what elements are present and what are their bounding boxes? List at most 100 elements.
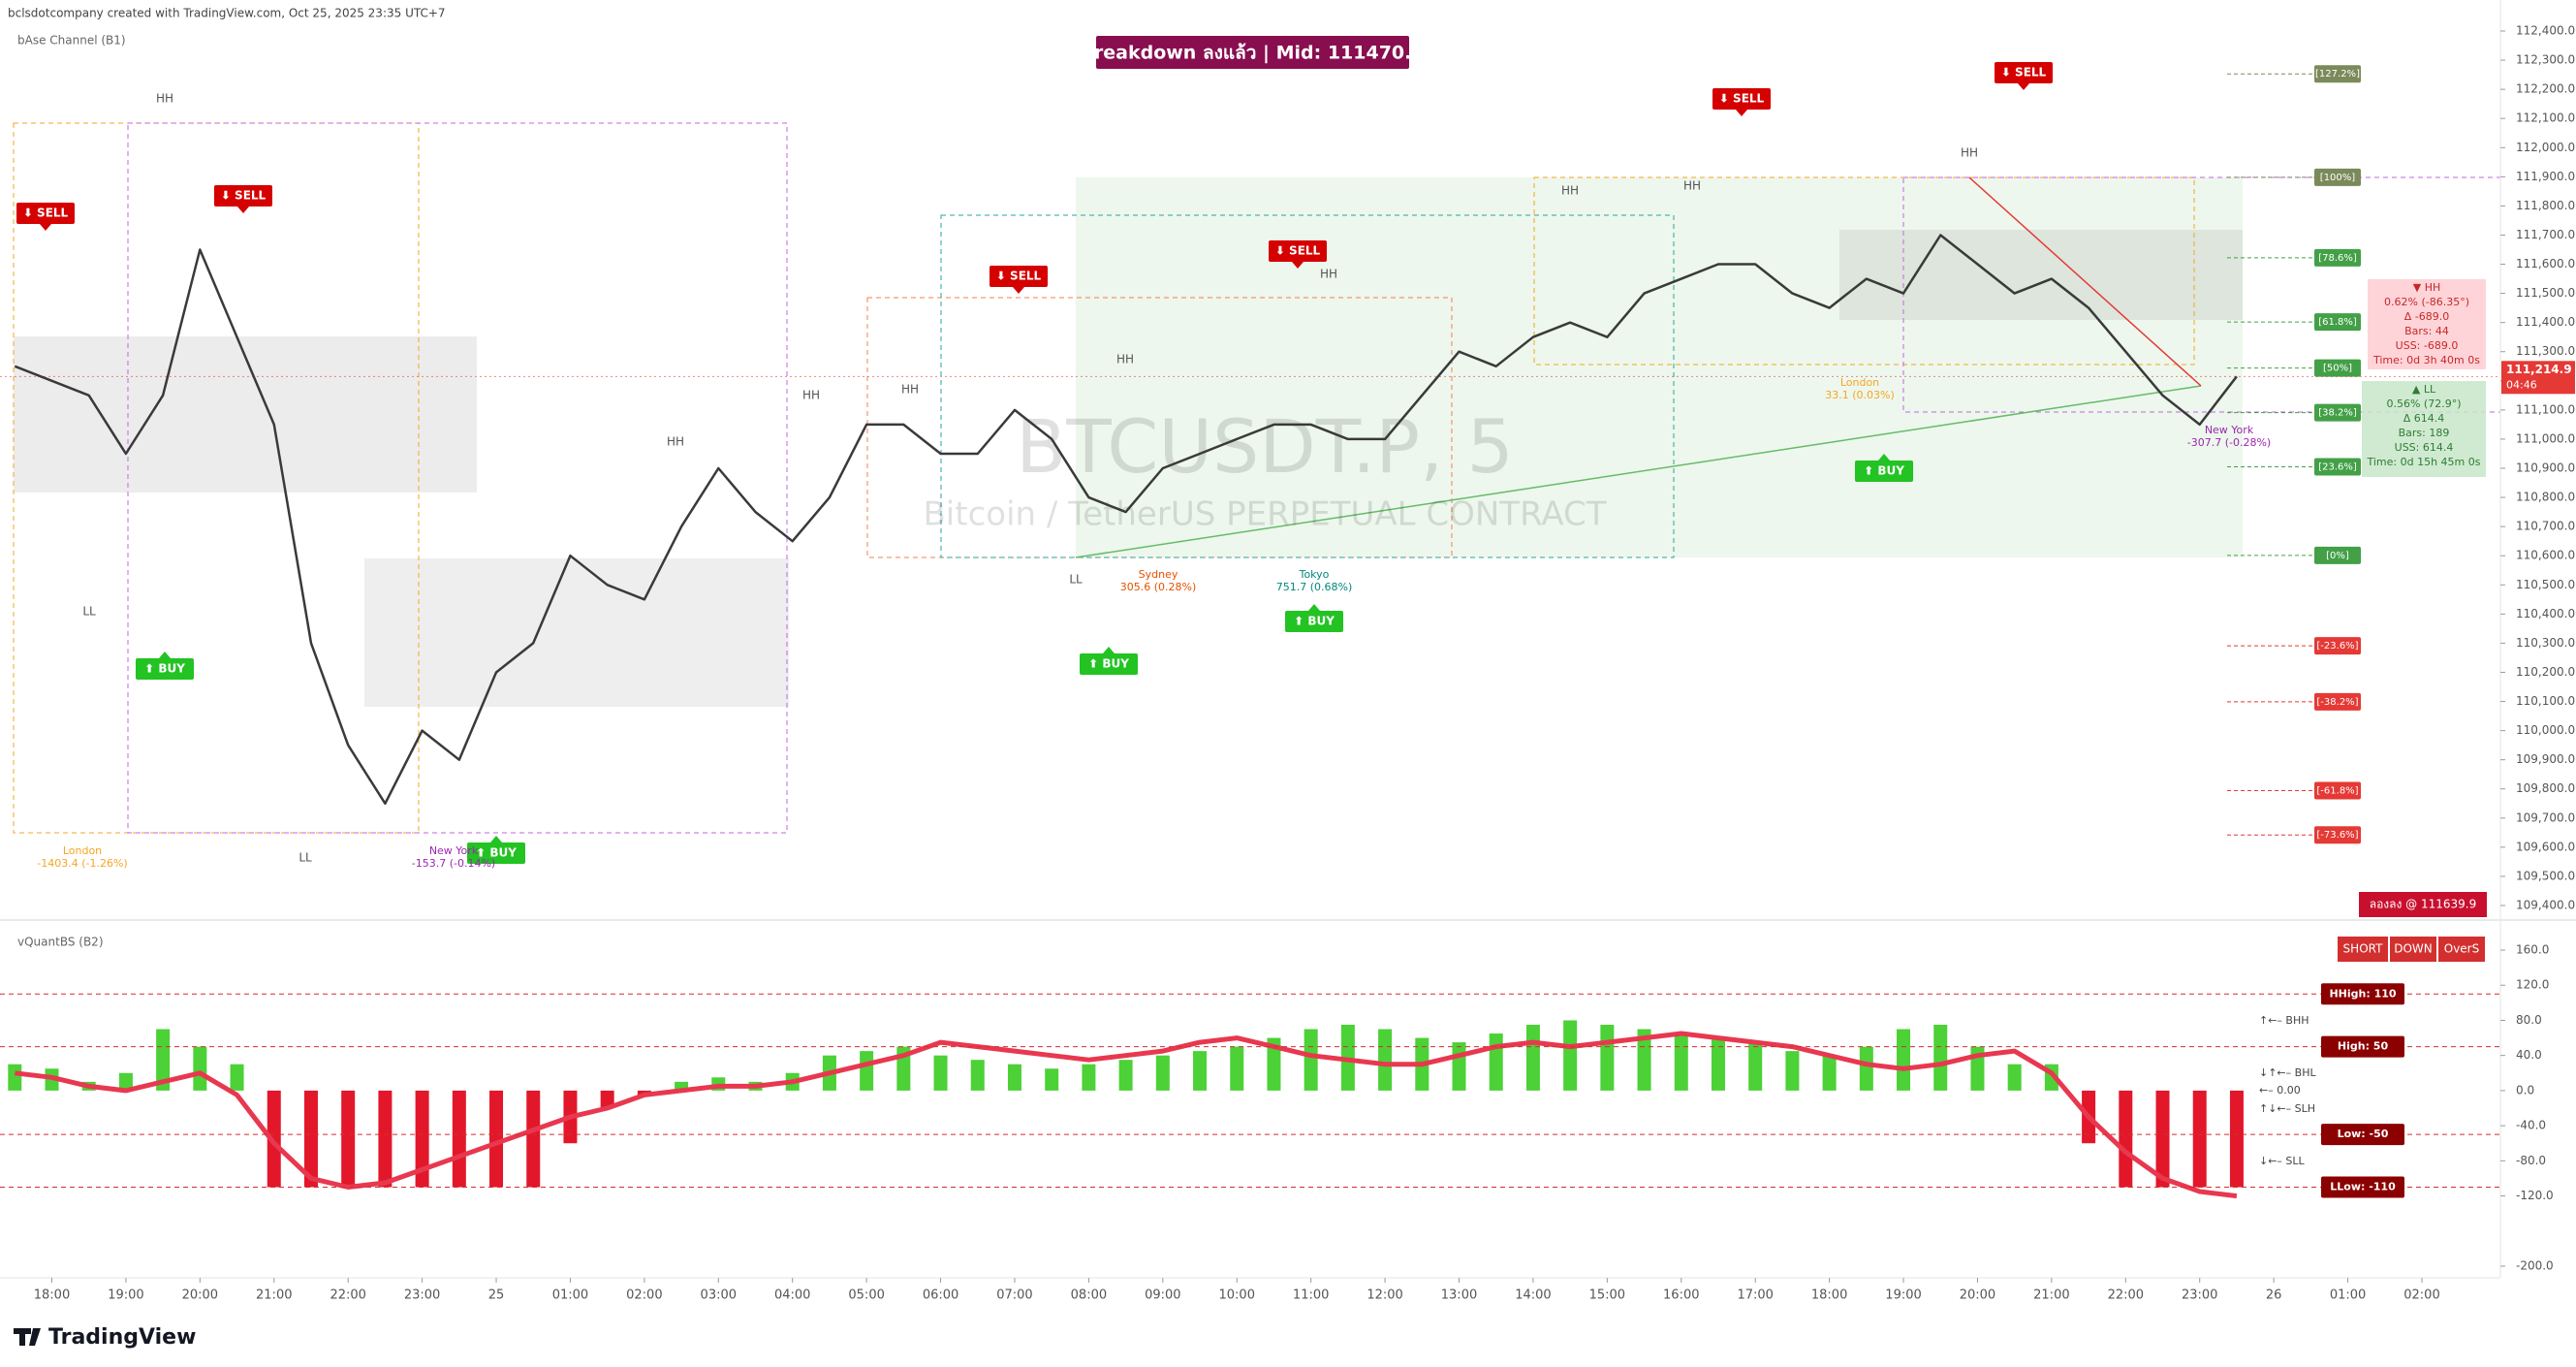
x-tick-label: 01:00 [552, 1288, 588, 1303]
signal-pointer [1013, 287, 1024, 294]
session-change: -153.7 (-0.14%) [412, 857, 495, 870]
x-tick-label: 23:00 [2182, 1288, 2217, 1303]
y-tick-label: 160.0 [2516, 943, 2549, 957]
trend-line [1075, 385, 2202, 558]
y-tick-label: 111,400.0 [2516, 315, 2575, 329]
signal-badge [1712, 88, 1771, 110]
y-tick-label: 110,000.0 [2516, 723, 2575, 737]
fib-tag [2314, 826, 2361, 844]
y-tick-label: 110,600.0 [2516, 549, 2575, 562]
x-tick-label: 11:00 [1293, 1288, 1329, 1303]
session-change: -1403.4 (-1.26%) [37, 857, 127, 870]
y-tick-label: 111,900.0 [2516, 170, 2575, 183]
histogram-bar [1007, 1064, 1021, 1091]
signal-label: ⬆ BUY [1088, 657, 1129, 671]
level-label: High: 50 [2338, 1040, 2389, 1053]
session-name: Tokyo [1299, 568, 1330, 581]
title-badge [1096, 36, 1409, 69]
x-tick-label: 22:00 [330, 1288, 365, 1303]
x-tick-label: 05:00 [848, 1288, 884, 1303]
signal-pointer [1736, 110, 1747, 116]
level-tag [2321, 1124, 2404, 1146]
signal-badge [214, 185, 272, 207]
y-tick-label: 112,100.0 [2516, 111, 2575, 125]
y-tick-label: 111,600.0 [2516, 257, 2575, 270]
signal-pointer [1308, 604, 1320, 611]
y-tick-label: 40.0 [2516, 1048, 2542, 1062]
session-box [1902, 176, 2501, 413]
x-tick-label: 08:00 [1071, 1288, 1107, 1303]
note: ←– 0.00 [2259, 1084, 2301, 1097]
note: ↓←– SLL [2259, 1155, 2306, 1167]
y-tick-label: 109,800.0 [2516, 781, 2575, 795]
x-tick-label: 16:00 [1663, 1288, 1699, 1303]
signal-badge [1855, 461, 1913, 482]
x-tick-label: 14:00 [1515, 1288, 1551, 1303]
swing-label: HH [1116, 353, 1134, 366]
last-price-label: 111,214.9 [2506, 363, 2572, 376]
histogram-bar [1118, 1060, 1133, 1091]
histogram-bar [489, 1090, 504, 1188]
x-tick-label: 12:00 [1367, 1288, 1402, 1303]
fib-tag [2314, 403, 2361, 422]
button[interactable] [2390, 937, 2436, 962]
histogram-bar [2119, 1090, 2133, 1188]
info-line: USS: 614.4 [2395, 441, 2454, 454]
swing-label: HH [156, 92, 173, 106]
session-name: New York [2205, 424, 2254, 436]
level-label: LLow: -110 [2330, 1181, 2396, 1193]
y-tick-label: 111,300.0 [2516, 344, 2575, 358]
logo-icon [14, 1328, 41, 1346]
y-tick-label: 109,600.0 [2516, 840, 2575, 853]
y-tick-label: 110,300.0 [2516, 636, 2575, 650]
y-tick-label: 110,800.0 [2516, 491, 2575, 504]
info-line: Δ 614.4 [2403, 412, 2445, 425]
button[interactable] [2438, 937, 2485, 962]
fib-label: [100%] [2320, 173, 2355, 183]
x-tick-label: 06:00 [923, 1288, 958, 1303]
x-tick-label: 01:00 [2330, 1288, 2366, 1303]
session-change: -307.7 (-0.28%) [2187, 436, 2271, 449]
histogram-bar [1267, 1037, 1281, 1091]
histogram-bar [1897, 1029, 1911, 1091]
x-tick-label: 19:00 [1885, 1288, 1921, 1303]
y-tick-label: 112,200.0 [2516, 82, 2575, 96]
note: ↑←– BHH [2259, 1014, 2309, 1027]
histogram-bar [415, 1090, 429, 1188]
signal-badge [1995, 62, 2053, 83]
histogram-bar [8, 1064, 22, 1091]
info-line: Bars: 44 [2404, 325, 2449, 337]
histogram-bar [1637, 1029, 1651, 1091]
y-tick-label: 120.0 [2516, 978, 2549, 992]
signal-label: ⬆ BUY [144, 662, 185, 676]
button[interactable] [2338, 937, 2388, 962]
swing-label: HH [1683, 179, 1701, 193]
zone [14, 336, 477, 493]
credit: bclsdotcompany created with TradingView.… [8, 7, 446, 20]
histogram-bar [1822, 1055, 1837, 1091]
y-tick-label: 110,200.0 [2516, 665, 2575, 679]
signal-label: ⬆ BUY [1864, 464, 1904, 478]
info-line: Time: 0d 3h 40m 0s [2372, 354, 2480, 366]
fib-label: [-23.6%] [2316, 641, 2358, 652]
swing-label: HH [901, 383, 919, 397]
fib-label: [78.6%] [2318, 253, 2357, 264]
last-price-tag [2501, 361, 2575, 395]
histogram-bar [933, 1055, 948, 1091]
histogram-bar [1155, 1055, 1170, 1091]
swing-label: LL [298, 851, 312, 865]
x-tick-label: 19:00 [108, 1288, 143, 1303]
x-tick-label: 03:00 [701, 1288, 737, 1303]
level-label: Low: -50 [2338, 1128, 2389, 1140]
session-change: 751.7 (0.68%) [1276, 581, 1353, 593]
fib-tag [2314, 313, 2361, 332]
signal-badge [990, 266, 1048, 287]
swing-label: HH [1961, 146, 1978, 160]
signal-label: ⬇ SELL [1719, 92, 1765, 106]
x-tick-label: 22:00 [2108, 1288, 2144, 1303]
fib-tag [2314, 359, 2361, 377]
session-change: 33.1 (0.03%) [1825, 389, 1895, 401]
note: ↑↓←– SLH [2259, 1102, 2315, 1115]
signal-label: ⬇ SELL [2001, 66, 2047, 79]
